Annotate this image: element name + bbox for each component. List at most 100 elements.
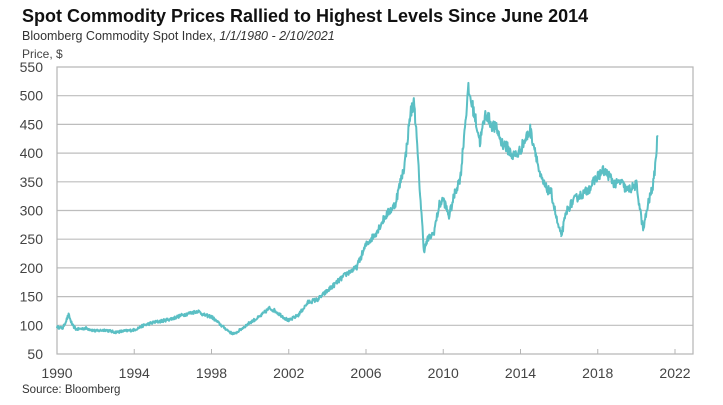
data-point — [241, 327, 244, 329]
x-tick-label: 2006 — [350, 365, 381, 381]
data-point — [191, 311, 193, 314]
data-point — [210, 315, 213, 318]
data-point — [620, 181, 622, 183]
plot-frame — [56, 66, 694, 355]
data-point — [94, 330, 97, 332]
data-point — [85, 327, 87, 329]
y-tick-label: 150 — [20, 289, 44, 305]
data-point — [365, 244, 367, 246]
data-point — [529, 129, 531, 131]
y-tick-label: 550 — [20, 59, 44, 75]
x-tick-label: 2014 — [505, 365, 536, 381]
data-point — [409, 112, 412, 114]
gridlines — [57, 95, 693, 326]
data-point — [336, 281, 338, 284]
data-point — [71, 324, 74, 327]
data-point — [523, 140, 526, 143]
data-point — [152, 321, 155, 324]
data-point — [459, 175, 462, 177]
data-point — [473, 112, 475, 114]
data-point — [602, 169, 605, 172]
data-point — [463, 129, 466, 131]
data-point — [566, 209, 568, 212]
x-tick-label: 2022 — [659, 365, 690, 381]
data-point — [427, 238, 429, 240]
data-point — [274, 310, 277, 312]
data-point — [307, 301, 309, 304]
data-point — [61, 327, 64, 329]
data-point — [345, 272, 348, 275]
y-tick-label: 300 — [20, 203, 44, 219]
data-point — [454, 192, 456, 195]
data-point — [413, 100, 416, 103]
data-point — [419, 192, 421, 195]
data-point — [249, 321, 251, 324]
data-point — [316, 298, 319, 301]
data-point — [496, 129, 499, 131]
y-axis-ticks: 50 100 150 200 250 300 350 400 450 500 550 — [20, 59, 44, 362]
data-point — [326, 290, 329, 292]
data-point — [438, 203, 441, 206]
data-point — [403, 163, 406, 166]
series-group — [56, 81, 659, 336]
x-tick-label: 1998 — [196, 365, 227, 381]
y-tick-label: 100 — [20, 317, 44, 333]
data-point — [258, 315, 261, 318]
x-tick-label: 2010 — [428, 365, 459, 381]
data-point — [517, 152, 520, 154]
data-point — [656, 135, 659, 137]
data-point — [67, 314, 70, 316]
data-point — [652, 181, 655, 183]
source-note: Source: Bloomberg — [22, 384, 121, 396]
data-point — [268, 307, 271, 309]
data-point — [608, 175, 611, 177]
y-tick-label: 450 — [20, 116, 44, 132]
data-point — [123, 330, 126, 332]
data-point — [133, 329, 136, 331]
data-point — [75, 328, 78, 331]
data-point — [639, 209, 642, 212]
data-point — [220, 324, 222, 327]
data-point — [114, 331, 116, 333]
data-point — [539, 175, 541, 177]
data-point — [535, 152, 537, 154]
data-point — [479, 140, 481, 143]
subtitle-range: 1/1/1980 - 2/10/2021 — [219, 29, 335, 43]
data-point — [642, 229, 644, 232]
x-tick-label: 1994 — [119, 365, 150, 381]
data-point — [442, 198, 445, 200]
data-point — [625, 189, 628, 192]
data-point — [506, 146, 508, 149]
chart-title: Spot Commodity Prices Rallied to Highest… — [22, 6, 589, 26]
y-tick-label: 50 — [27, 346, 43, 362]
data-point — [556, 221, 558, 223]
x-tick-label: 2002 — [273, 365, 304, 381]
data-point — [197, 310, 199, 312]
data-point — [297, 314, 300, 316]
data-point — [467, 89, 470, 91]
x-tick-label: 2018 — [582, 365, 613, 381]
data-point — [577, 195, 580, 197]
data-point — [511, 155, 514, 157]
data-point — [490, 123, 493, 126]
data-point — [500, 140, 502, 143]
data-point — [484, 112, 487, 114]
x-axis-ticks: 1990 1994 1998 2002 2006 2010 2014 2018 2022 — [41, 349, 691, 381]
data-point — [374, 232, 377, 235]
y-tick-label: 500 — [20, 88, 44, 104]
y-tick-label: 400 — [20, 145, 44, 161]
data-point — [230, 331, 232, 334]
data-point — [282, 315, 284, 318]
data-point — [423, 249, 425, 252]
data-point — [384, 215, 387, 218]
y-tick-label: 250 — [20, 231, 44, 247]
data-point — [589, 186, 591, 189]
subtitle-prefix: Bloomberg Commodity Spot Index, — [22, 29, 220, 43]
data-point — [394, 203, 396, 206]
data-point — [647, 203, 649, 206]
y-tick-label: 200 — [20, 260, 44, 276]
data-point — [287, 319, 290, 322]
data-point — [571, 201, 574, 203]
data-point — [614, 183, 616, 186]
